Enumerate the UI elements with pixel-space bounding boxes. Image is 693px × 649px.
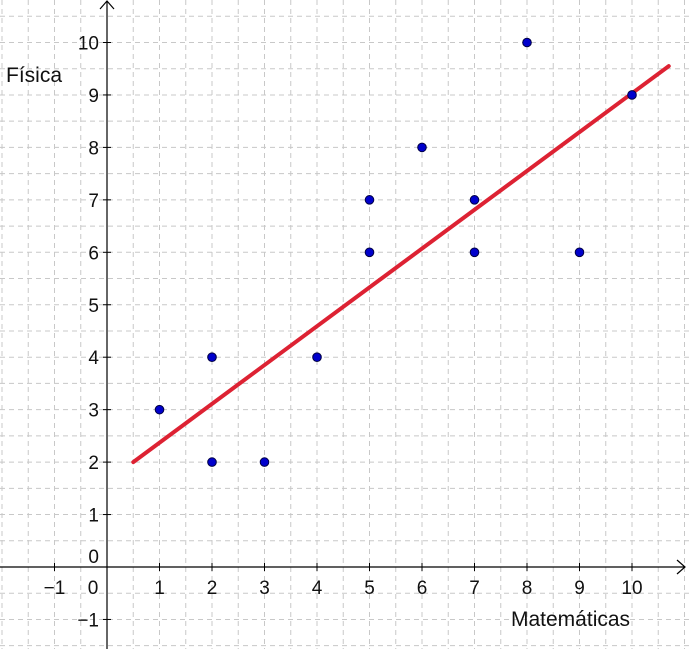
x-tick-label: 5 xyxy=(364,578,375,599)
y-tick-label: 4 xyxy=(88,348,99,369)
data-points xyxy=(154,37,637,467)
y-tick-label: 7 xyxy=(88,191,99,212)
x-tick-label: 9 xyxy=(574,578,585,599)
regression-line xyxy=(131,64,671,465)
x-axis-title: Matemáticas xyxy=(511,608,630,631)
x-axis-arrow xyxy=(676,559,686,575)
x-tick-label: −1 xyxy=(44,578,66,599)
x-tick-label: 1 xyxy=(154,578,165,599)
y-tick-label: −1 xyxy=(77,610,99,631)
data-point xyxy=(154,404,165,415)
y-tick-label: 9 xyxy=(88,86,99,107)
x-tick-label: 4 xyxy=(312,578,323,599)
y-axis-arrow xyxy=(99,0,115,10)
y-axis-title: Física xyxy=(6,64,62,87)
data-point xyxy=(469,247,480,258)
data-point xyxy=(207,457,217,467)
x-tick-label: 8 xyxy=(522,578,533,599)
x-tick-label: 2 xyxy=(207,578,218,599)
y-tick-label: 2 xyxy=(88,453,99,474)
data-point xyxy=(364,247,375,258)
y-tick-label: 10 xyxy=(78,34,99,55)
data-point xyxy=(259,457,270,467)
y-tick-label: 3 xyxy=(88,401,99,422)
x-tick-label: 3 xyxy=(259,578,270,599)
data-point xyxy=(417,142,427,153)
x-tick-label: 6 xyxy=(417,578,428,599)
data-point xyxy=(522,37,532,48)
data-point xyxy=(469,195,480,205)
x-tick-label: 7 xyxy=(469,578,480,599)
data-point xyxy=(312,352,322,363)
data-point xyxy=(207,352,217,363)
y-tick-label: 6 xyxy=(88,243,99,264)
data-point xyxy=(364,195,375,205)
data-point xyxy=(627,90,637,100)
y-tick-label: 8 xyxy=(88,138,99,159)
y-tick-label: 1 xyxy=(88,506,99,527)
x-tick-label: 10 xyxy=(621,578,642,599)
tick-labels: −1 0 1 2 3 4 5 6 7 8 9 10 −1 0 1 2 3 4 5 6 7 8 9 10 xyxy=(44,34,643,632)
y-tick-label: 5 xyxy=(88,296,99,317)
x-tick-label: 0 xyxy=(88,578,99,599)
data-point xyxy=(574,247,585,258)
regression-line-group xyxy=(131,64,671,465)
y-tick-label: 0 xyxy=(88,547,99,568)
